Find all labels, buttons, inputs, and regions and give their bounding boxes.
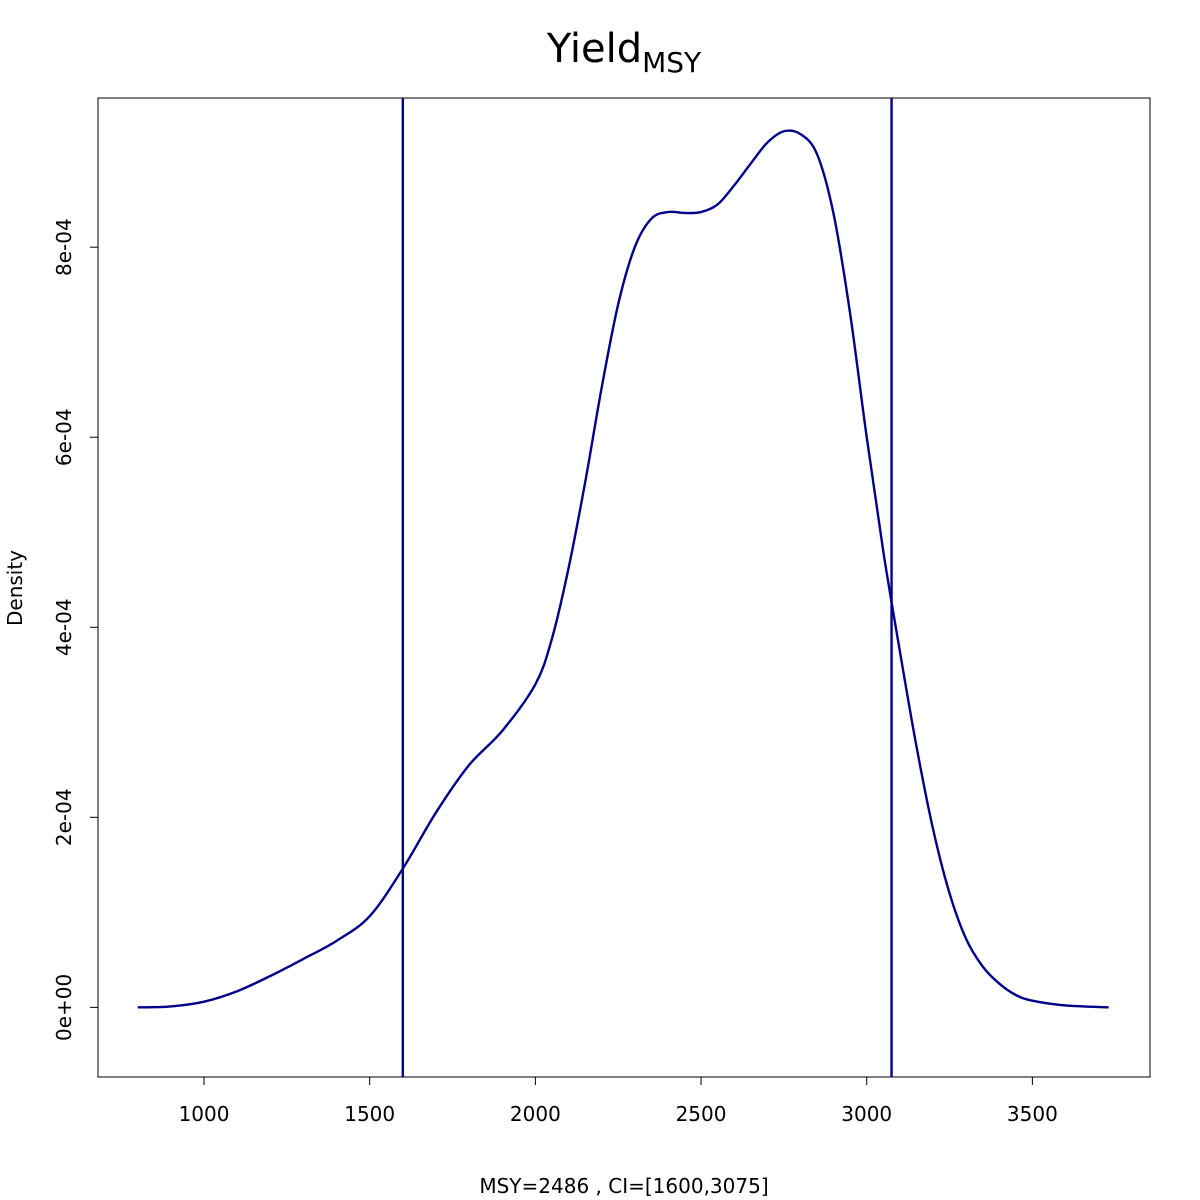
chart-title-subscript: MSY [642, 46, 702, 79]
x-tick-label: 3500 [1007, 1102, 1058, 1126]
y-tick-label: 6e-04 [52, 408, 76, 466]
ci-lines [401, 98, 893, 1077]
density-curve [137, 129, 1109, 1009]
x-axis: 1000 1500 2000 2500 3000 3500 [179, 1076, 1058, 1126]
y-tick-label: 8e-04 [52, 218, 76, 276]
y-axis: 0e+00 2e-04 4e-04 6e-04 8e-04 [52, 218, 99, 1041]
y-tick-label: 2e-04 [52, 788, 76, 846]
x-tick-label: 1000 [179, 1102, 230, 1126]
x-axis-label: MSY=2486 , CI=[1600,3075] [479, 1174, 768, 1198]
plot-frame [97, 97, 1151, 1078]
y-tick-label: 4e-04 [52, 598, 76, 656]
chart-title-main: Yield [546, 26, 642, 72]
x-tick-label: 3000 [841, 1102, 892, 1126]
y-axis-label: Density [3, 550, 27, 626]
x-tick-label: 2000 [510, 1102, 561, 1126]
y-tick-label: 0e+00 [52, 974, 76, 1041]
x-tick-label: 1500 [344, 1102, 395, 1126]
x-tick-label: 2500 [676, 1102, 727, 1126]
chart-title: YieldMSY [546, 26, 702, 79]
